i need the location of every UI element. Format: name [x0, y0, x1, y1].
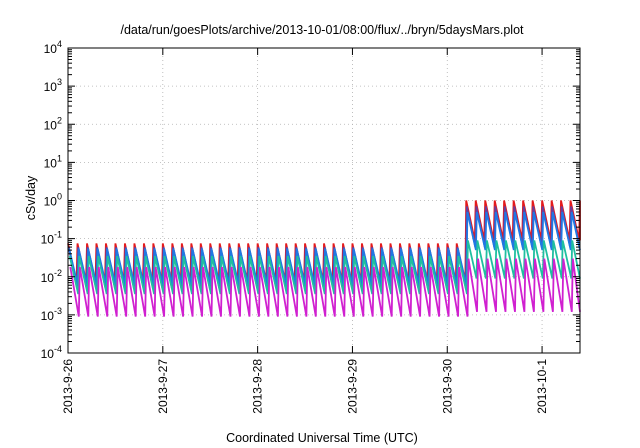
x-axis-label: Coordinated Universal Time (UTC): [226, 431, 418, 445]
x-tick-label: 2013-9-30: [440, 359, 454, 414]
y-tick-label: 10-1: [41, 230, 62, 247]
y-tick-label: 102: [44, 115, 62, 132]
x-tick-label: 2013-9-29: [345, 359, 359, 414]
x-tick-label: 2013-10-1: [535, 359, 549, 414]
chart-title: /data/run/goesPlots/archive/2013-10-01/0…: [120, 23, 524, 37]
y-axis-label: cSv/day: [24, 175, 38, 220]
y-tick-label: 101: [44, 153, 62, 170]
series-lines: [67, 200, 581, 317]
y-tick-label: 103: [44, 77, 62, 94]
x-axis-ticks: 2013-9-26 2013-9-27 2013-9-28 2013-9-29 2013…: [61, 48, 549, 414]
x-tick-label: 2013-9-26: [61, 359, 75, 414]
series-line: [69, 258, 581, 317]
y-tick-label: 104: [44, 39, 62, 56]
x-tick-label: 2013-9-27: [156, 359, 170, 414]
y-tick-label: 100: [44, 192, 62, 209]
x-tick-label: 2013-9-28: [251, 359, 265, 414]
y-tick-label: 10-3: [41, 306, 62, 323]
y-tick-label: 10-2: [41, 268, 62, 285]
y-tick-label: 10-4: [41, 344, 62, 361]
y-axis-ticks: 10-4 10-3 10-2 10-1 100 101 102 103 104: [41, 39, 580, 361]
